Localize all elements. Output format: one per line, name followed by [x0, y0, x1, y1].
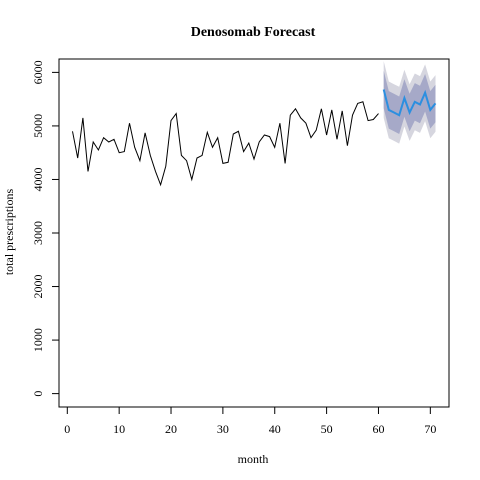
x-axis: 0 10 20 30 40 50 60 70	[64, 406, 436, 436]
x-tick-label: 70	[424, 422, 436, 436]
y-axis-label: total prescriptions	[2, 189, 16, 276]
x-tick-label: 20	[165, 422, 177, 436]
y-tick-label: 1000	[31, 328, 45, 352]
chart-title: Denosomab Forecast	[191, 25, 316, 40]
x-tick-label: 60	[372, 422, 384, 436]
x-tick-label: 10	[113, 422, 125, 436]
y-tick-label: 5000	[31, 114, 45, 138]
series-lines	[72, 89, 437, 187]
x-tick-label: 40	[269, 422, 281, 436]
x-tick-label: 50	[321, 422, 333, 436]
forecast-line	[382, 89, 437, 117]
y-tick-label: 3000	[31, 221, 45, 245]
x-axis-label: month	[238, 452, 269, 466]
y-tick-label: 2000	[31, 275, 45, 299]
history-line	[72, 101, 379, 187]
x-tick-label: 0	[64, 422, 70, 436]
band-80	[383, 70, 436, 134]
x-tick-label: 30	[217, 422, 229, 436]
confidence-bands	[383, 61, 436, 144]
y-tick-label: 6000	[31, 60, 45, 84]
y-axis: 0 1000 2000 3000 4000 5000 6000	[31, 60, 60, 397]
y-tick-label: 0	[31, 391, 45, 397]
y-tick-label: 4000	[31, 167, 45, 191]
